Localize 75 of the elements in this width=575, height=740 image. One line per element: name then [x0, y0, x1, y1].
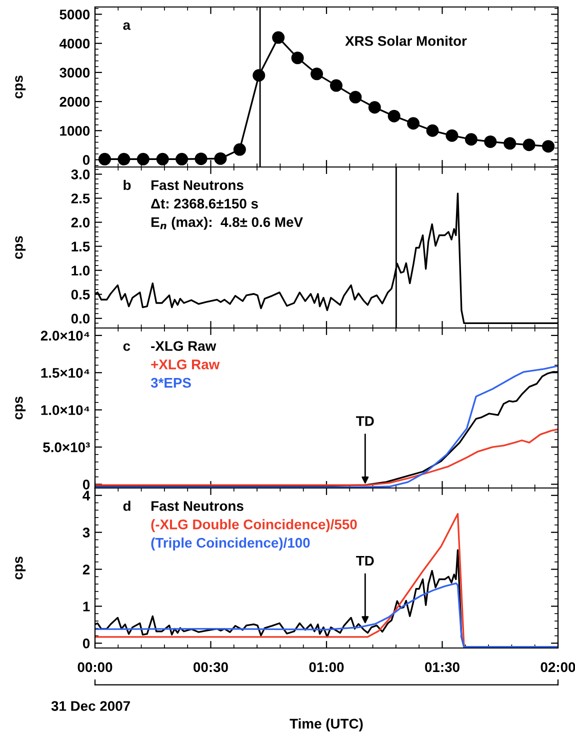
y-tick-label: 1.5 [72, 242, 90, 252]
annotation: TD [356, 556, 374, 566]
y-tick-label: 1.0 [72, 266, 90, 276]
text: -XLG Raw [151, 341, 216, 351]
point [388, 110, 400, 122]
point [176, 152, 188, 166]
point [272, 31, 285, 44]
y-tick-label: 3.0 [71, 170, 90, 180]
point [484, 135, 497, 148]
text: (Triple Coincidence)/100 [151, 538, 310, 550]
y-tick-label: 0 [82, 638, 90, 648]
x-tick-label: 00:00 [78, 662, 112, 672]
y-tick-label: 1.0×10⁴ [41, 405, 90, 416]
y-axis-title: cps [15, 396, 26, 420]
y-tick-label: 2000 [60, 96, 90, 107]
line-series [95, 428, 558, 486]
text: +XLG Raw [151, 359, 220, 370]
point [233, 143, 246, 156]
y-tick-label: 3 [82, 528, 90, 538]
y-tick-label: 0 [82, 480, 90, 490]
point [407, 117, 420, 130]
point [136, 152, 150, 166]
x-tick-label: 01:30 [425, 662, 460, 672]
point [349, 90, 362, 104]
annotation: TD [356, 416, 374, 426]
y-tick-label: 2.0 [71, 218, 90, 228]
annotation: b [124, 180, 131, 190]
y-tick-label: 0 [82, 155, 90, 165]
y-tick-label: 1 [83, 602, 90, 612]
annotation: Δt: 2368.6±150 s [151, 198, 258, 209]
x-tick-label: 00:30 [194, 662, 228, 672]
x-tick-label: 02:00 [540, 662, 575, 672]
y-tick-label: 2.0×10⁴ [40, 330, 90, 341]
y-tick-label: 4000 [59, 38, 90, 49]
y-tick-label: 2 [82, 564, 90, 574]
point [98, 152, 111, 166]
point [330, 79, 342, 92]
point [194, 152, 208, 166]
point [310, 68, 324, 80]
y-axis-title: cps [15, 556, 26, 580]
y-tick-label: 1.5×10⁴ [41, 368, 90, 378]
annotation: E$_{n}$ (max): 4.8± 0.6 MeV [151, 216, 303, 230]
y-tick-label: 4 [82, 490, 90, 500]
text: Fast Neutrons [151, 180, 244, 190]
y-tick-label: 5.0×10³ [43, 442, 90, 452]
y-tick-label: 3000 [60, 68, 90, 78]
text: Fast Neutrons [151, 501, 244, 511]
point [252, 69, 266, 82]
point [368, 101, 381, 114]
point [118, 152, 130, 166]
x-tick-label: 01:00 [309, 662, 344, 672]
y-tick-label: 0.0 [71, 314, 90, 324]
annotation: c [123, 343, 130, 351]
y-tick-label: 1000 [60, 126, 90, 136]
y-axis-title: cps [15, 76, 26, 98]
y-tick-label: 2.5 [71, 194, 90, 204]
y-tick-label: 0.5 [71, 290, 90, 300]
text: (-XLG Double Coincidence)/550 [151, 519, 357, 532]
x-axis-title: Time (UTC) [290, 718, 363, 732]
text: 3*EPS [150, 378, 191, 388]
annotation: a [123, 22, 131, 30]
point [446, 129, 458, 142]
y-axis-title: cps [15, 236, 26, 259]
point [542, 140, 555, 153]
point [522, 138, 536, 152]
point [214, 152, 227, 165]
point [504, 137, 516, 150]
point [426, 124, 439, 137]
point [291, 52, 304, 64]
text: 31 Dec 2007 [51, 701, 130, 711]
annotation: d [123, 500, 130, 511]
y-tick-label: 5000 [60, 10, 90, 20]
point [156, 152, 169, 166]
point [464, 133, 478, 146]
annotation: XRS Solar Monitor [345, 36, 467, 46]
